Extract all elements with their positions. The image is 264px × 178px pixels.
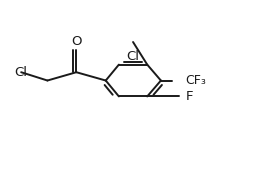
Text: F: F: [186, 90, 193, 103]
Text: Cl: Cl: [15, 66, 28, 79]
Text: O: O: [71, 35, 82, 48]
Text: CF₃: CF₃: [186, 74, 206, 87]
Text: Cl: Cl: [126, 50, 140, 63]
